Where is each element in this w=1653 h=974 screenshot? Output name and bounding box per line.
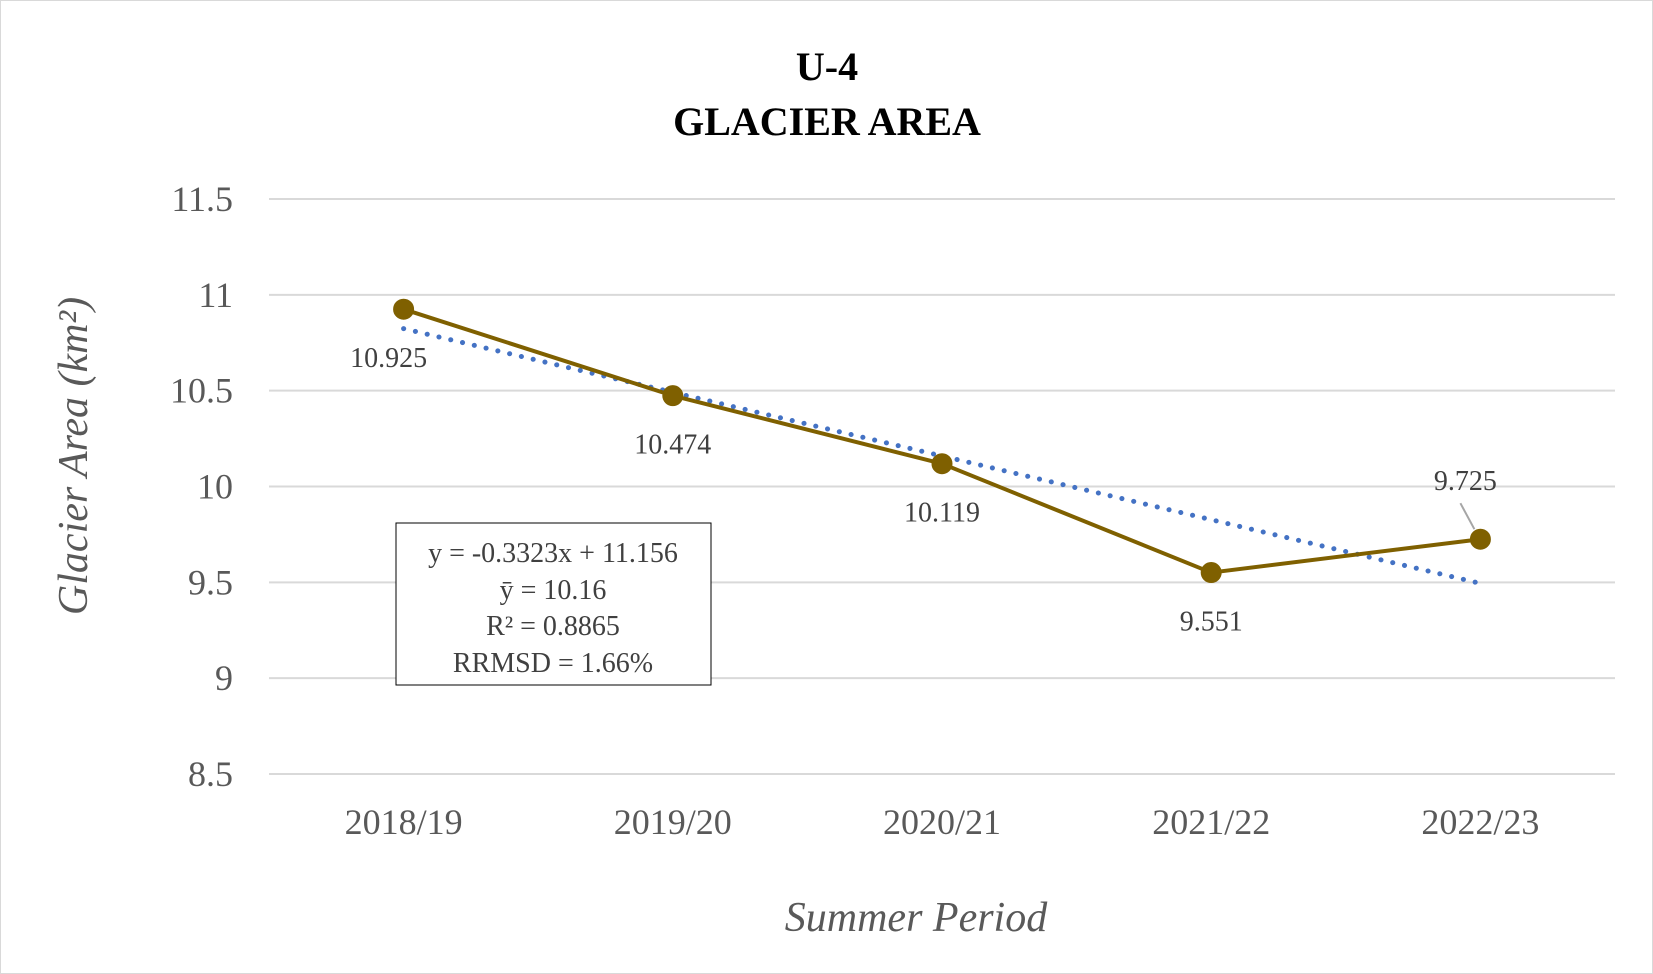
x-tick-label: 2019/20	[614, 802, 732, 842]
data-labels: 10.925 10.474 10.119 9.551 9.725	[350, 343, 1497, 637]
stats-box-border	[395, 522, 712, 686]
chart-title: U-4 GLACIER AREA	[673, 44, 981, 144]
gridlines	[269, 198, 1615, 775]
x-tick-label: 2018/19	[345, 802, 463, 842]
stats-mean: ȳ = 10.16	[500, 575, 607, 606]
trendline-line	[401, 326, 1483, 586]
data-label-leader	[1459, 502, 1476, 530]
trendline	[401, 326, 1483, 586]
data-point	[662, 385, 684, 407]
data-point	[1200, 562, 1222, 584]
chart-title-line-2: GLACIER AREA	[673, 99, 981, 144]
data-label: 10.925	[350, 343, 427, 374]
y-tick-label: 9.5	[188, 562, 233, 602]
data-point	[1469, 528, 1491, 550]
x-tick-label: 2021/22	[1152, 802, 1270, 842]
chart-title-line-1: U-4	[796, 44, 858, 89]
y-axis-label: Glacier Area (km²)	[51, 297, 97, 615]
regression-stats-box: y = -0.3323x + 11.156 ȳ = 10.16 R² = 0.8…	[395, 522, 712, 686]
x-axis-ticks: 2018/19 2019/20 2020/21 2021/22 2022/23	[345, 802, 1540, 842]
data-label: 10.474	[634, 430, 711, 461]
y-tick-label: 8.5	[188, 754, 233, 794]
x-tick-label: 2020/21	[883, 802, 1001, 842]
stats-equation: y = -0.3323x + 11.156	[428, 538, 678, 569]
y-tick-label: 10.5	[170, 371, 233, 411]
data-label: 10.119	[904, 498, 980, 529]
data-point	[393, 298, 415, 320]
data-point	[931, 453, 953, 475]
data-label: 9.551	[1180, 607, 1243, 638]
x-axis-label: Summer Period	[785, 895, 1048, 941]
series-area	[393, 298, 1491, 584]
y-tick-label: 11	[198, 275, 233, 315]
y-axis-ticks: 8.5 9 9.5 10 10.5 11 11.5	[170, 179, 233, 794]
y-tick-label: 11.5	[171, 179, 233, 219]
stats-r-squared: R² = 0.8865	[486, 611, 620, 642]
stats-rrmsd: RRMSD = 1.66%	[453, 648, 653, 679]
x-tick-label: 2022/23	[1421, 802, 1539, 842]
y-tick-label: 10	[197, 467, 233, 507]
y-tick-label: 9	[215, 658, 233, 698]
data-label: 9.725	[1434, 466, 1497, 497]
